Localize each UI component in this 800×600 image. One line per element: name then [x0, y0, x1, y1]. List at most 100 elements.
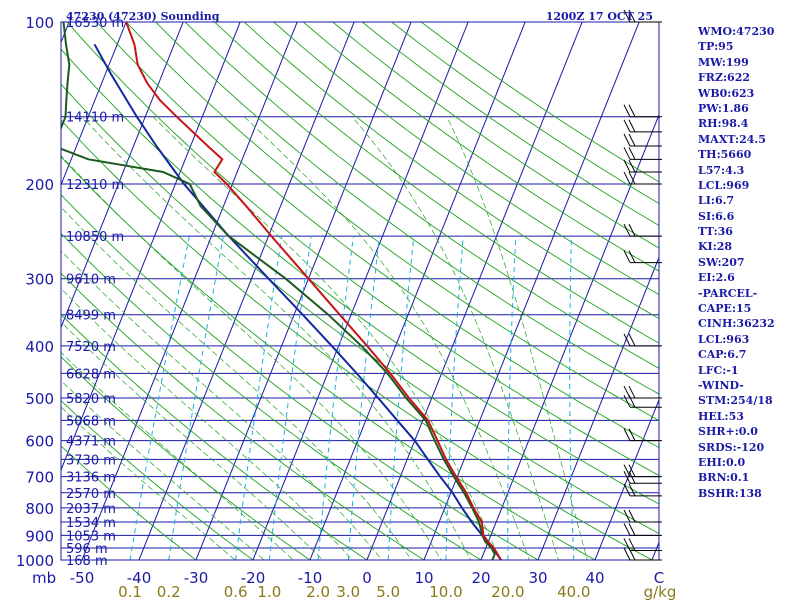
isotherm-line — [138, 22, 355, 560]
mixing-ratio-label: 5.0 — [376, 583, 400, 600]
isotherm-line — [594, 398, 659, 560]
pressure-tick-label: 500 — [25, 390, 54, 408]
pressure-tick-label: 800 — [25, 500, 54, 518]
stat-item: CINH:36232 — [698, 317, 775, 331]
mixing-ratio-label: 20.0 — [491, 583, 524, 600]
wind-barb — [623, 464, 662, 478]
height-labels: 16530 m 14110 m 12310 m 10850 m 9610 m 8499 m… — [66, 16, 124, 569]
temperature-tick-label: 40 — [585, 569, 604, 587]
mixing-ratio-label: 0.6 — [224, 583, 248, 600]
mixing-ratio-label: 1.0 — [257, 583, 281, 600]
dry-adiabat — [273, 22, 659, 296]
moist-adiabat — [61, 288, 353, 560]
wind-barb — [623, 471, 662, 484]
dry-adiabat — [332, 22, 659, 249]
stat-item: SW:207 — [698, 255, 745, 269]
temperature-trace — [125, 22, 502, 560]
parcel-trace — [93, 43, 502, 560]
height-label: 1534 m — [66, 516, 116, 531]
station-title: 47230 (47230) Sounding — [66, 10, 220, 23]
pressure-tick-label: 300 — [25, 271, 54, 289]
stat-item: WMO:47230 — [698, 25, 775, 38]
pressure-tick-label: 700 — [25, 469, 54, 487]
isotherm-line — [0, 0, 22, 571]
stats-panel: WMO:47230 TP:95 MW:199 FRZ:622 WB0:623 PW:1.8… — [698, 24, 800, 501]
mixing-ratio-line — [317, 236, 354, 560]
stat-item: SRDS:-120 — [698, 440, 765, 454]
wind-barb — [623, 159, 662, 173]
stat-item: KI:28 — [698, 240, 733, 254]
moist-adiabat — [61, 321, 324, 560]
mixing-ratio-label: 0.1 — [118, 583, 142, 600]
height-label: 4371 m — [66, 435, 116, 450]
moist-adiabat — [244, 116, 530, 560]
stat-item: RH:98.4 — [698, 117, 749, 131]
temperature-tick-label: -10 — [298, 569, 323, 587]
temperature-tick-label: -20 — [241, 569, 266, 587]
height-label: 10850 m — [66, 230, 124, 245]
temperature-tick-label: -50 — [70, 569, 95, 587]
dry-adiabat — [243, 22, 659, 320]
stat-item: STM:254/18 — [698, 394, 773, 408]
wind-barb — [623, 523, 662, 536]
stat-item: MW:199 — [698, 55, 749, 69]
temperature-unit-label: C — [654, 569, 664, 587]
moist-adiabat — [152, 116, 501, 560]
height-label: 7520 m — [66, 340, 116, 355]
stat-item: LI:6.7 — [698, 194, 735, 208]
wind-barb — [623, 394, 662, 408]
stat-item: SHR+:0.0 — [698, 425, 758, 439]
dry-adiabat — [155, 22, 659, 395]
wind-barb — [623, 104, 662, 118]
mixing-ratio-label: 10.0 — [429, 583, 462, 600]
height-label: 5820 m — [66, 392, 116, 407]
mixing-ratio-line — [168, 236, 224, 560]
dry-adiabat — [302, 22, 659, 272]
mixing-ratio-line — [235, 236, 283, 560]
height-label: 168 m — [66, 554, 108, 569]
stat-item: WB0:623 — [698, 86, 755, 100]
stat-item: BRN:0.1 — [698, 471, 750, 485]
isotherm-line — [252, 22, 469, 560]
stat-item: FRZ:622 — [698, 71, 751, 85]
dry-adiabat — [214, 22, 659, 344]
isotherm-line — [195, 22, 412, 560]
wind-barb — [623, 509, 662, 523]
stat-item: MAXT:24.5 — [698, 132, 766, 146]
temperature-tick-label: 10 — [414, 569, 433, 587]
mixing-ratio-line — [507, 236, 517, 560]
height-label: 14110 m — [66, 111, 124, 126]
stat-item: TP:95 — [698, 40, 734, 54]
dry-adiabat — [61, 400, 254, 560]
stat-item: TH:5660 — [698, 148, 752, 162]
stat-item: L57:4.3 — [698, 163, 745, 177]
dry-adiabat — [125, 22, 659, 422]
mixing-ratio-label: 2.0 — [306, 583, 330, 600]
stat-item: CAP:6.7 — [698, 348, 747, 362]
wind-barb — [623, 547, 662, 561]
pressure-tick-label: 600 — [25, 433, 54, 451]
sounding-traces — [61, 22, 502, 560]
mixing-ratio-label: 40.0 — [557, 583, 590, 600]
chart-grid — [0, 0, 659, 571]
height-label: 16530 m — [66, 16, 124, 31]
moist-adiabat — [351, 116, 559, 560]
mixing-ratio-unit: g/kg — [644, 583, 677, 600]
height-label: 3730 m — [66, 453, 116, 468]
stat-item: PW:1.86 — [698, 101, 749, 115]
moist-adiabat — [446, 116, 588, 560]
stat-item: HEL:53 — [698, 409, 744, 423]
height-label: 5068 m — [66, 414, 116, 429]
moist-adiabat — [61, 206, 413, 560]
temperature-tick-label: 30 — [528, 569, 547, 587]
dry-adiabat — [61, 272, 425, 560]
pressure-tick-label: 100 — [25, 14, 54, 32]
dry-adiabat — [61, 232, 482, 560]
isotherm-line — [309, 22, 526, 560]
mixing-ratio-label: 3.0 — [336, 583, 360, 600]
mixing-ratio-axis: 0.1 0.2 0.6 1.0 2.0 3.0 5.0 10.0 20.0 40.0 g/kg — [118, 583, 676, 600]
wind-barb — [623, 428, 662, 442]
temperature-tick-label: -40 — [127, 569, 152, 587]
wind-barb — [623, 333, 662, 347]
